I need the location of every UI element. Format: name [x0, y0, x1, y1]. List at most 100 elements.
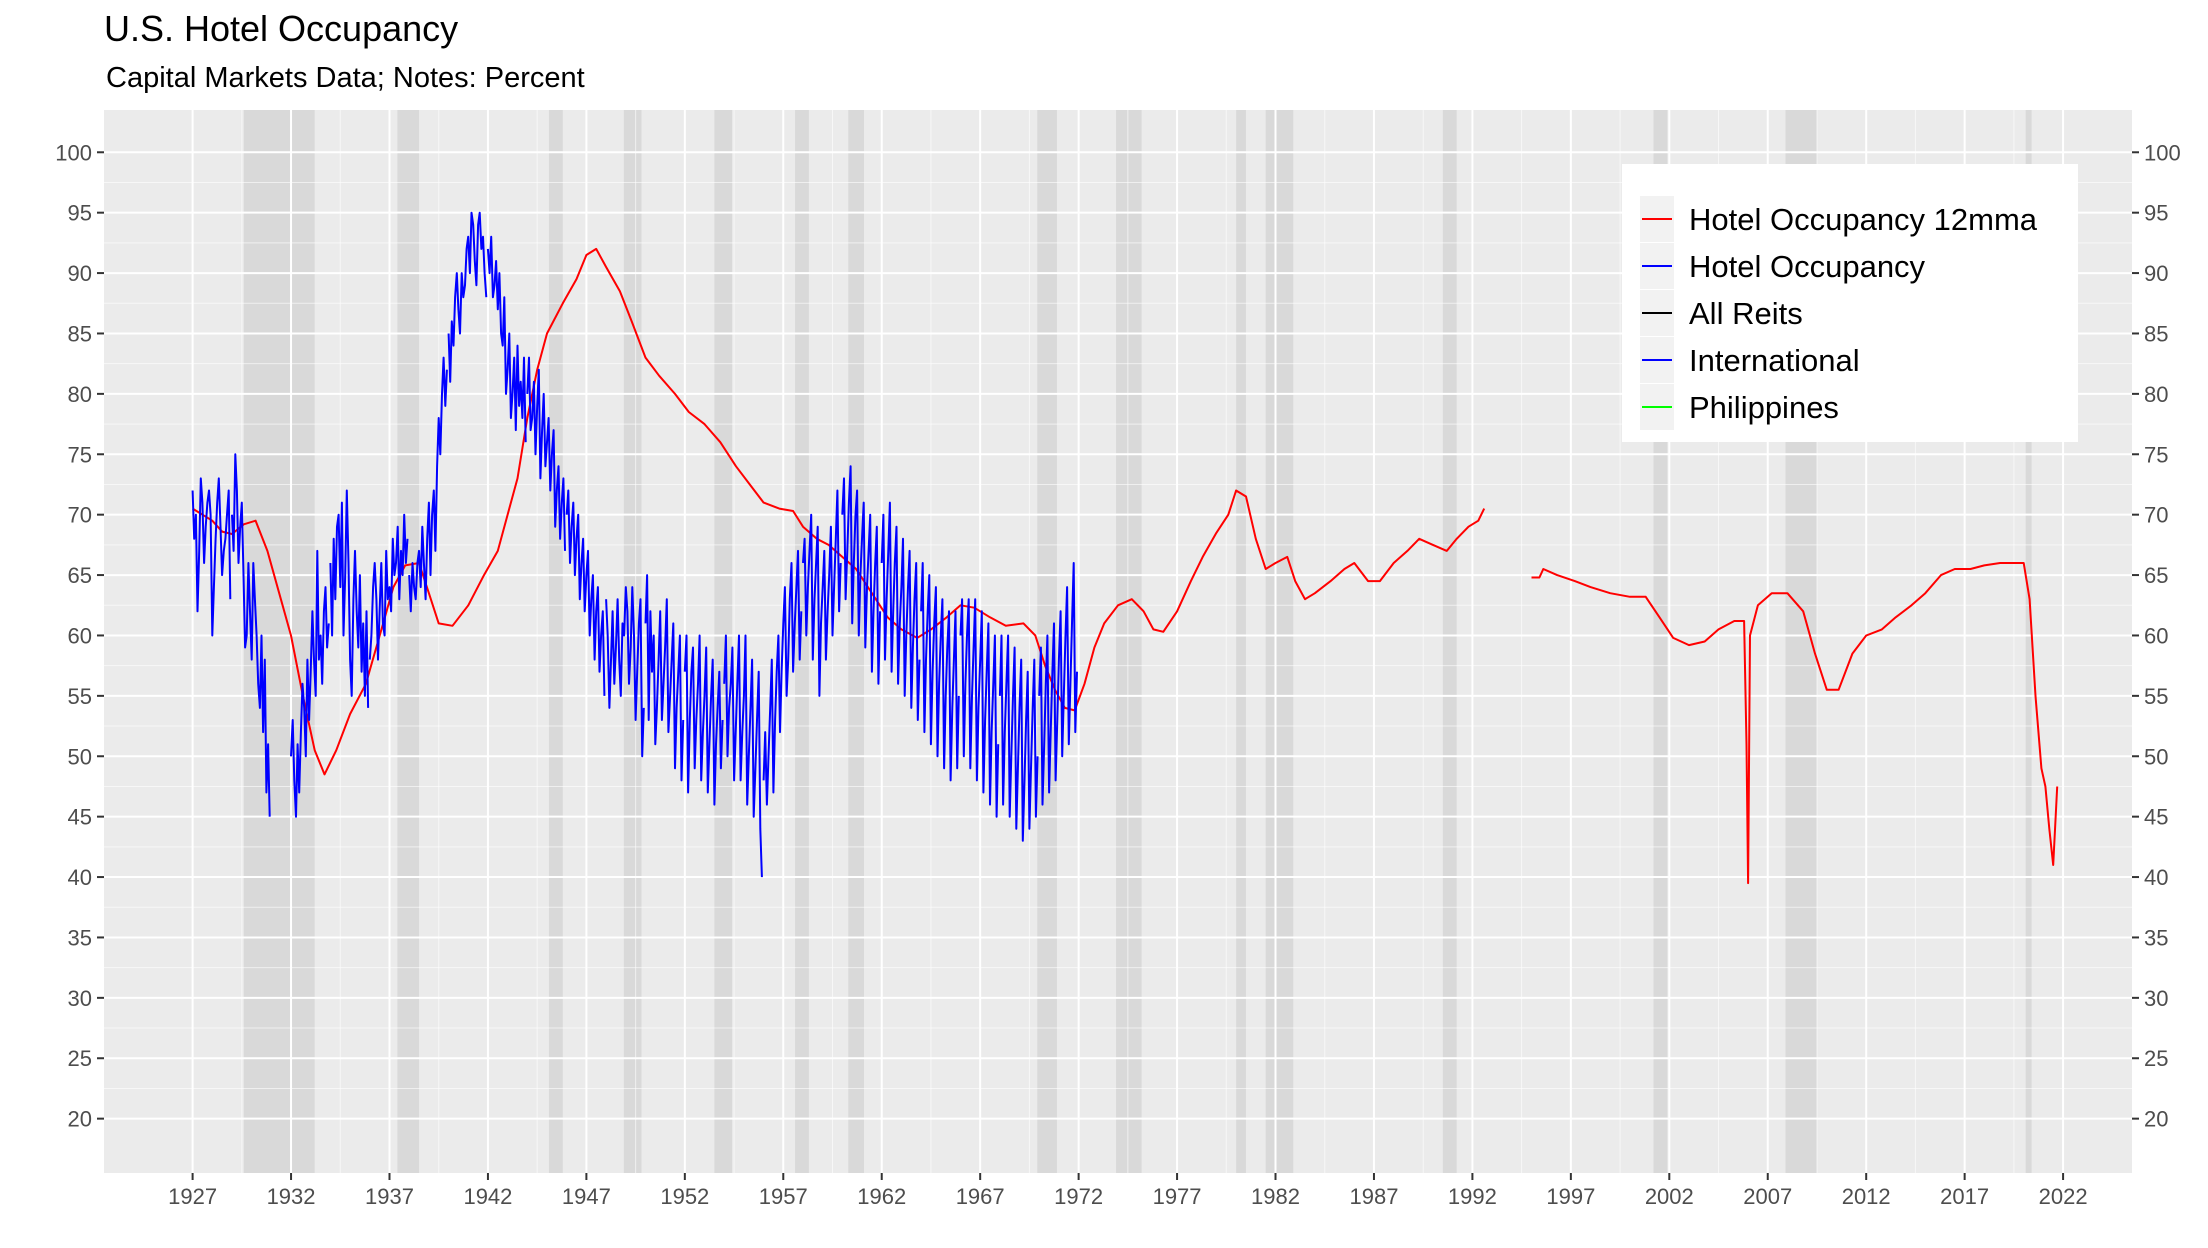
series-lines: [191, 211, 2059, 885]
recession-band: [848, 110, 865, 1173]
recession-band: [548, 110, 563, 1173]
legend-label: International: [1689, 343, 1860, 378]
recession-band: [1116, 110, 1142, 1173]
recession-band: [2025, 110, 2032, 1173]
axes: 20 20 25 25 30 30 35 35 40 40 45 45 50 50 55 55 60 60 65 65…: [55, 140, 2180, 1209]
legend-label: Philippines: [1689, 390, 1839, 425]
y-tick-label-left: 55: [68, 684, 92, 709]
y-tick-label-right: 100: [2144, 140, 2181, 165]
series-line: [486, 235, 527, 443]
recession-band: [714, 110, 733, 1173]
x-tick-label: 1967: [956, 1184, 1005, 1209]
series-line: [447, 211, 488, 383]
x-tick-label: 2017: [1940, 1184, 1989, 1209]
series-line: [231, 453, 271, 817]
series-line: [526, 356, 566, 551]
y-tick-label-right: 40: [2144, 865, 2168, 890]
y-tick-label-left: 85: [68, 321, 92, 346]
recession-band: [1265, 110, 1294, 1173]
legend-box: [1622, 164, 2078, 442]
y-tick-label-left: 100: [55, 140, 92, 165]
y-tick-label-right: 75: [2144, 442, 2168, 467]
y-tick-label-right: 65: [2144, 563, 2168, 588]
x-tick-label: 1987: [1349, 1184, 1398, 1209]
y-tick-label-left: 50: [68, 744, 92, 769]
series-line: [1531, 562, 2059, 885]
series-line: [605, 586, 645, 758]
y-tick-label-left: 65: [68, 563, 92, 588]
x-tick-label: 1972: [1054, 1184, 1103, 1209]
x-tick-label: 1942: [463, 1184, 512, 1209]
x-tick-label: 2007: [1743, 1184, 1792, 1209]
recession-band: [1442, 110, 1457, 1173]
series-line: [683, 634, 724, 806]
series-line: [368, 513, 409, 661]
recession-band: [243, 110, 315, 1173]
y-tick-label-left: 60: [68, 623, 92, 648]
series-line: [959, 598, 1000, 818]
y-tick-label-right: 55: [2144, 684, 2168, 709]
y-tick-label-left: 35: [68, 925, 92, 950]
x-tick-label: 1927: [168, 1184, 217, 1209]
recession-band: [795, 110, 809, 1173]
x-tick-label: 1937: [365, 1184, 414, 1209]
y-tick-label-right: 90: [2144, 261, 2168, 286]
y-tick-label-left: 80: [68, 382, 92, 407]
y-tick-label-left: 20: [68, 1107, 92, 1132]
y-tick-label-right: 60: [2144, 623, 2168, 648]
series-line: [290, 549, 330, 818]
y-tick-label-right: 30: [2144, 986, 2168, 1011]
grid-lines: [104, 110, 2132, 1173]
y-tick-label-left: 25: [68, 1046, 92, 1071]
y-tick-label-left: 95: [68, 201, 92, 226]
chart-title: U.S. Hotel Occupancy: [104, 8, 459, 49]
series-line: [329, 489, 370, 708]
x-tick-label: 2012: [1842, 1184, 1891, 1209]
y-tick-label-left: 70: [68, 503, 92, 528]
series-line: [802, 489, 842, 697]
y-tick-label-left: 40: [68, 865, 92, 890]
y-tick-label-right: 95: [2144, 201, 2168, 226]
x-tick-label: 2002: [1645, 1184, 1694, 1209]
y-tick-label-right: 80: [2144, 382, 2168, 407]
series-line: [880, 501, 921, 721]
chart-subtitle: Capital Markets Data; Notes: Percent: [106, 62, 585, 94]
recession-band: [397, 110, 420, 1173]
recession-band: [1236, 110, 1246, 1173]
series-line: [841, 465, 882, 685]
y-tick-label-right: 25: [2144, 1046, 2168, 1071]
y-tick-label-left: 30: [68, 986, 92, 1011]
x-tick-label: 1947: [562, 1184, 611, 1209]
x-tick-label: 1977: [1153, 1184, 1202, 1209]
legend-label: Hotel Occupancy 12mma: [1689, 202, 2038, 237]
series-line: [191, 477, 232, 637]
series-line: [998, 634, 1039, 842]
y-tick-label-left: 45: [68, 805, 92, 830]
x-tick-label: 1992: [1448, 1184, 1497, 1209]
series-line: [723, 634, 763, 878]
x-tick-label: 1957: [759, 1184, 808, 1209]
series-line: [644, 574, 685, 782]
y-tick-label-right: 20: [2144, 1107, 2168, 1132]
series-line: [192, 247, 1486, 776]
y-tick-label-right: 50: [2144, 744, 2168, 769]
y-tick-label-right: 70: [2144, 503, 2168, 528]
series-line: [408, 356, 448, 613]
x-tick-label: 1952: [660, 1184, 709, 1209]
y-tick-label-left: 75: [68, 442, 92, 467]
x-tick-label: 2022: [2039, 1184, 2088, 1209]
legend-label: Hotel Occupancy: [1689, 249, 1926, 284]
y-tick-label-right: 45: [2144, 805, 2168, 830]
y-tick-label-right: 35: [2144, 925, 2168, 950]
series-line: [565, 489, 606, 696]
x-tick-label: 1997: [1546, 1184, 1595, 1209]
series-line: [762, 549, 803, 806]
y-tick-label-right: 85: [2144, 321, 2168, 346]
legend: Hotel Occupancy 12mma Hotel Occupancy All …: [1622, 164, 2078, 442]
legend-label: All Reits: [1689, 296, 1803, 331]
series-line: [1038, 562, 1078, 806]
series-line: [920, 562, 960, 782]
y-tick-label-left: 90: [68, 261, 92, 286]
x-tick-label: 1932: [267, 1184, 316, 1209]
